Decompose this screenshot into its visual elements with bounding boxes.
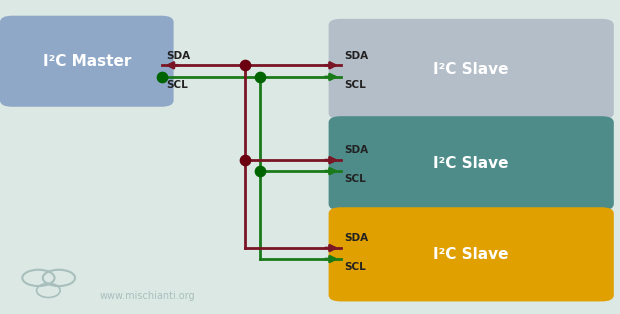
Text: SDA: SDA — [166, 51, 190, 61]
Point — [255, 74, 265, 79]
Text: I²C Master: I²C Master — [43, 54, 131, 69]
Text: www.mischianti.org: www.mischianti.org — [99, 291, 195, 301]
FancyBboxPatch shape — [329, 116, 614, 210]
Text: SDA: SDA — [344, 145, 368, 155]
Text: SCL: SCL — [344, 262, 366, 272]
Text: I²C Slave: I²C Slave — [433, 156, 509, 171]
Text: I²C Slave: I²C Slave — [433, 62, 509, 77]
FancyBboxPatch shape — [329, 19, 614, 119]
Text: SCL: SCL — [166, 80, 188, 90]
Text: I²C Slave: I²C Slave — [433, 247, 509, 262]
Point — [157, 74, 167, 79]
Text: SDA: SDA — [344, 233, 368, 243]
FancyBboxPatch shape — [329, 207, 614, 301]
Point — [255, 169, 265, 174]
Point — [240, 158, 250, 163]
Point — [240, 63, 250, 68]
Text: SDA: SDA — [344, 51, 368, 61]
Text: SCL: SCL — [344, 174, 366, 184]
Text: SCL: SCL — [344, 80, 366, 90]
FancyBboxPatch shape — [0, 16, 174, 107]
